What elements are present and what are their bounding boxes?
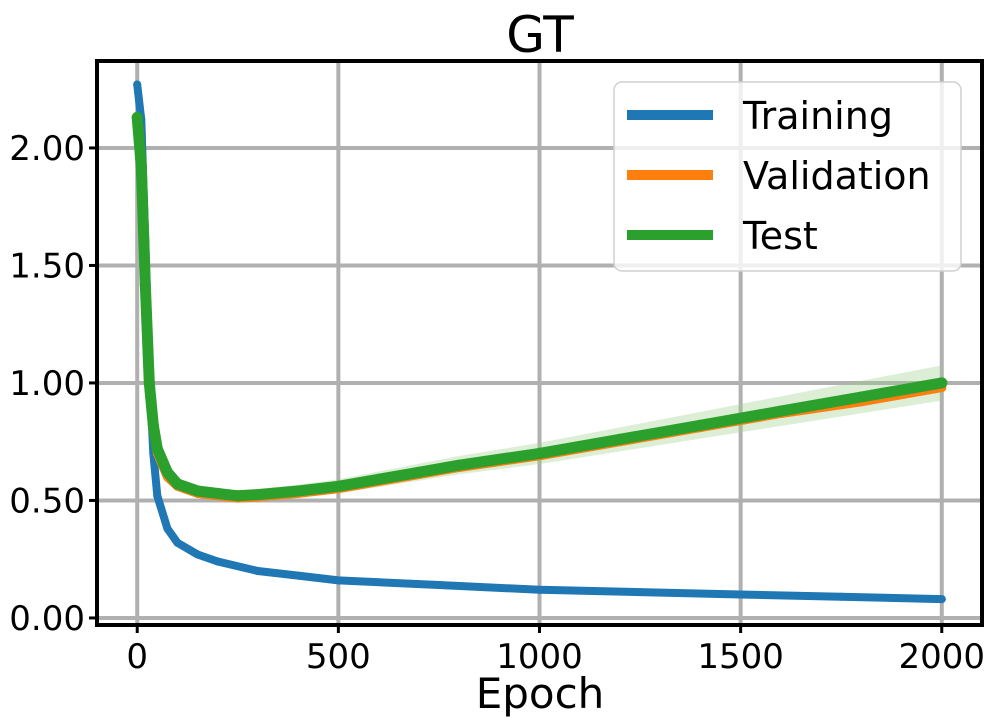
chart-title: GT [506, 6, 574, 64]
data-point-training [937, 595, 946, 604]
legend-label-test: Test [742, 214, 818, 258]
x-tick-label: 2000 [899, 637, 986, 677]
data-point-test [232, 490, 244, 502]
test-variance-band [137, 113, 942, 502]
x-axis-label: Epoch [476, 669, 605, 718]
data-point-test [694, 419, 706, 431]
legend-label-validation: Validation [743, 154, 931, 198]
data-point-test [775, 405, 787, 417]
x-tick-label: 500 [306, 637, 371, 677]
legend: Training Validation Test [613, 81, 962, 272]
data-point-training [434, 581, 443, 589]
data-point-test [143, 377, 155, 389]
x-tick-label: 0 [126, 637, 148, 677]
y-tick-label: 1.00 [9, 364, 85, 404]
test-band-area [137, 113, 942, 502]
data-point-training [636, 588, 645, 597]
legend-label-training: Training [742, 94, 893, 138]
y-tick-label: 0.00 [9, 599, 85, 639]
x-tick-label: 1500 [697, 637, 784, 677]
data-point-test [292, 485, 304, 497]
y-axis-ticks: 0.00 0.50 1.00 1.50 2.00 [9, 129, 97, 639]
data-point-test [172, 478, 183, 490]
y-tick-label: 2.00 [9, 129, 85, 169]
data-point-test [131, 111, 143, 123]
data-point-test [373, 473, 385, 485]
data-point-test [413, 466, 425, 478]
data-point-training [193, 550, 202, 559]
data-point-test [614, 433, 626, 445]
data-point-training [133, 80, 142, 89]
data-point-test [135, 161, 147, 173]
x-tick-label: 1000 [496, 637, 583, 677]
data-point-test [192, 485, 204, 497]
y-tick-label: 1.50 [9, 246, 85, 286]
data-point-training [334, 576, 343, 585]
data-point-test [332, 480, 344, 492]
data-point-training [153, 491, 162, 500]
data-point-test [147, 419, 159, 431]
data-point-training [253, 567, 262, 575]
data-point-training [213, 557, 222, 566]
data-point-test [151, 443, 163, 455]
data-point-training [736, 590, 745, 599]
data-point-test [534, 447, 545, 459]
legend-box [613, 81, 962, 272]
data-point-test [212, 487, 224, 499]
data-point-training [163, 524, 172, 533]
data-point-training [294, 571, 303, 580]
data-point-test [936, 377, 948, 389]
data-point-training [535, 585, 544, 594]
series-lines [131, 80, 948, 604]
data-point-training [173, 538, 182, 547]
data-point-test [252, 489, 264, 501]
y-tick-label: 0.50 [9, 481, 85, 521]
data-point-test [453, 459, 465, 471]
data-point-training [837, 592, 846, 601]
data-point-test [161, 466, 173, 478]
data-point-test [855, 391, 867, 403]
data-point-test [139, 278, 151, 290]
x-axis-ticks: 0 500 1000 1500 2000 [126, 625, 985, 677]
